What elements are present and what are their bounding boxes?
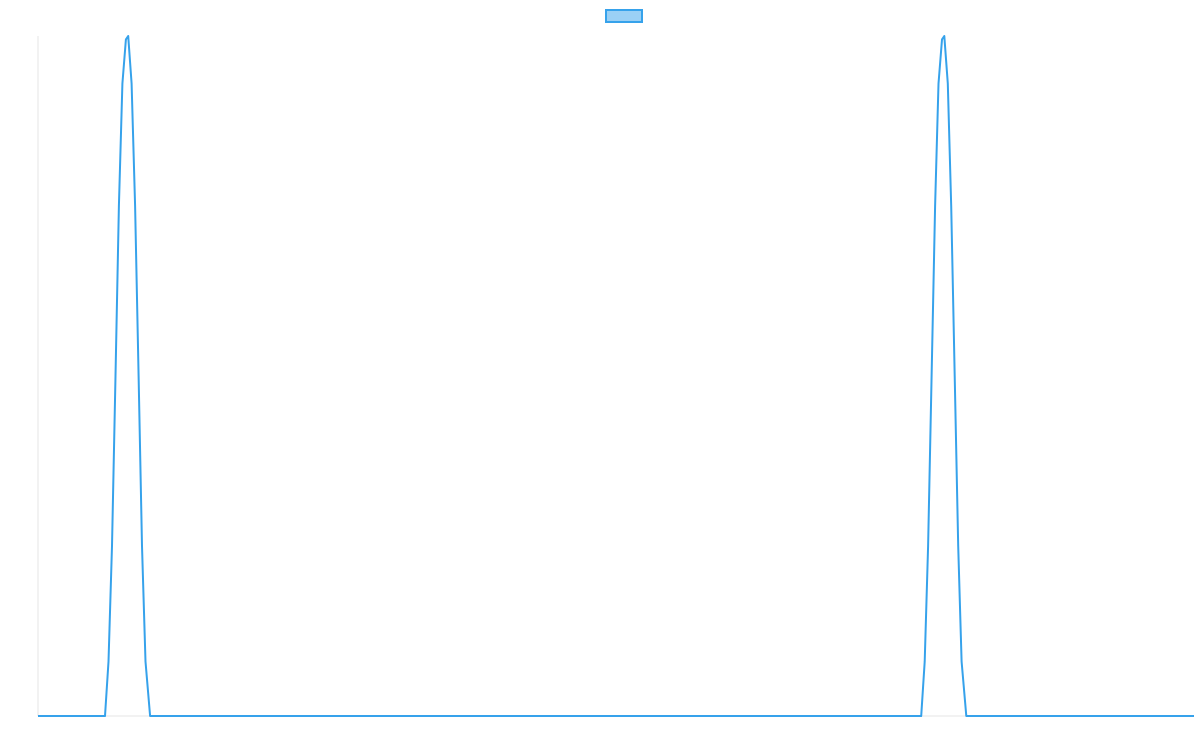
series-line-0[interactable] bbox=[38, 35, 1194, 717]
series-layer bbox=[38, 35, 1194, 717]
legend[interactable] bbox=[0, 9, 1200, 23]
legend-swatch[interactable] bbox=[605, 9, 643, 23]
